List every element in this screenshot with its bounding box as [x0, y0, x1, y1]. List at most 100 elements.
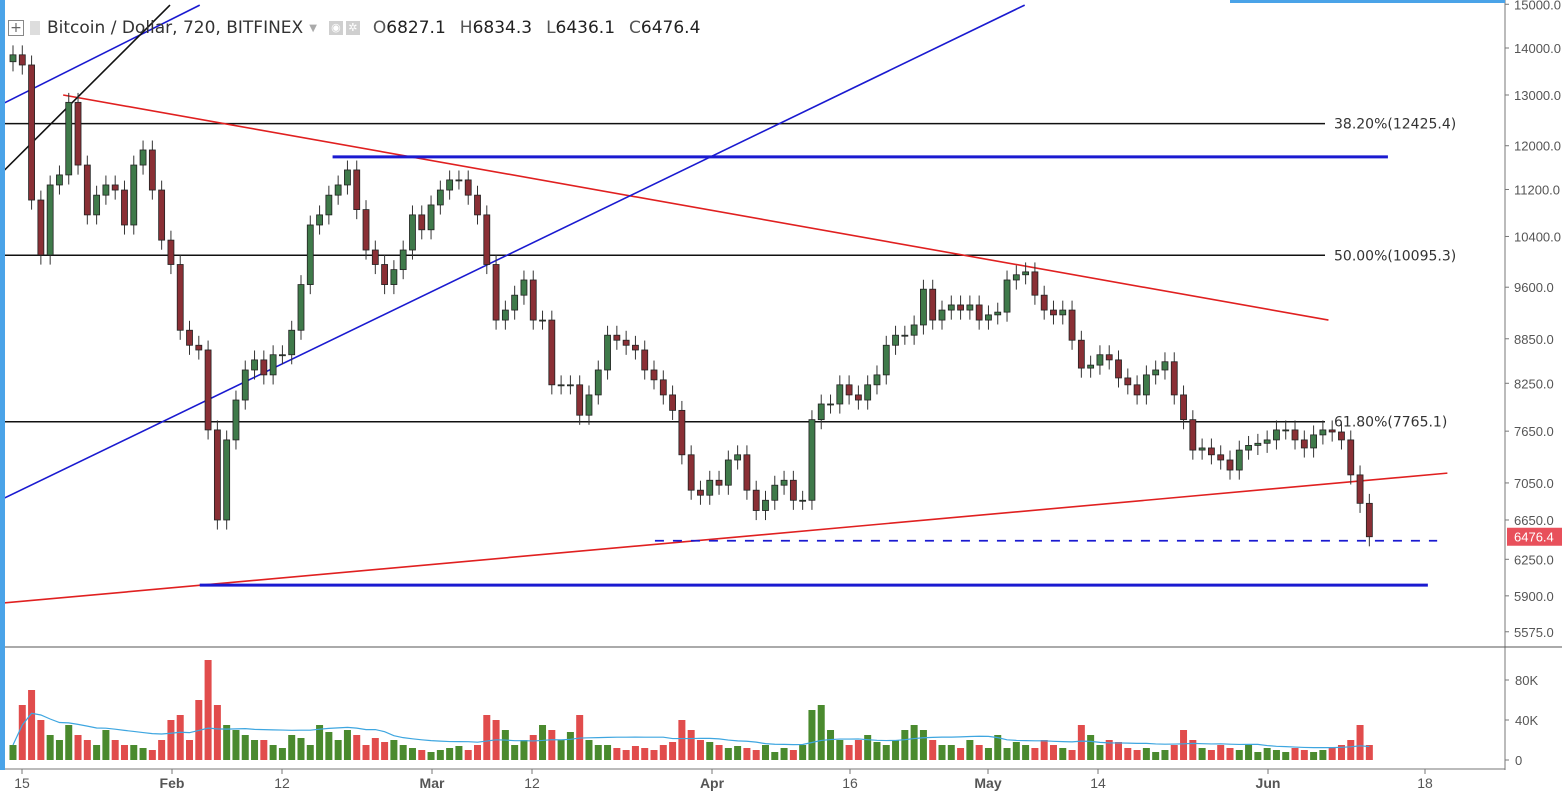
volume-bar: [455, 746, 463, 760]
candle: [74, 92, 82, 175]
ohlc-close: C6476.4: [629, 18, 700, 38]
candle: [1273, 420, 1280, 450]
candle: [1291, 420, 1299, 450]
candle-body: [678, 409, 686, 456]
volume-bar: [1087, 735, 1095, 760]
candle-body: [845, 384, 853, 396]
blue-upper-channel-line[interactable]: [5, 4, 201, 104]
candle: [539, 310, 546, 330]
candle-body: [1096, 354, 1104, 366]
volume-bar: [566, 732, 574, 760]
volume-bar: [1254, 752, 1262, 760]
candle-body: [37, 199, 45, 256]
price-tick-label: 13000.0: [1514, 88, 1561, 103]
candle: [232, 390, 240, 450]
volume-moving-average-line: [12, 712, 1370, 749]
candle-body: [641, 349, 649, 371]
candle-body: [455, 179, 463, 182]
candle: [771, 475, 779, 510]
candle: [1133, 375, 1141, 405]
candle: [947, 295, 955, 320]
volume-bar: [418, 750, 426, 760]
candle-body: [1254, 442, 1262, 446]
candle-body: [464, 179, 472, 196]
symbol-title[interactable]: Bitcoin / Dollar, 720, BITFINEX: [47, 18, 304, 38]
candle-body: [1059, 309, 1067, 316]
red-descending-trendline[interactable]: [63, 94, 1329, 321]
candle-body: [669, 394, 676, 411]
volume-bar: [1198, 748, 1206, 760]
candle: [650, 360, 658, 390]
candle: [1152, 360, 1160, 385]
candle: [511, 285, 519, 320]
candle: [882, 335, 890, 385]
last-price-label: 6476.4: [1514, 530, 1554, 545]
candle: [1142, 365, 1150, 405]
volume-bar: [55, 740, 63, 760]
candle-body: [46, 184, 54, 256]
candle-body: [1012, 274, 1020, 281]
add-compare-icon[interactable]: +: [8, 20, 24, 36]
settings-gear-icon[interactable]: ✲: [345, 21, 360, 35]
volume-bar: [390, 740, 398, 760]
volume-bar: [947, 745, 955, 760]
candle-body: [1208, 447, 1215, 456]
candle-body: [567, 384, 574, 387]
volume-bar: [102, 730, 110, 760]
candle: [399, 240, 407, 280]
drawings-layer: 38.20%(12425.4) 50.00%(10095.3) 61.80%(776…: [5, 4, 1456, 604]
volume-bar: [1347, 740, 1355, 760]
volume-bar: [1077, 725, 1085, 760]
candle: [176, 255, 184, 340]
candle: [1338, 422, 1345, 450]
candle: [409, 205, 416, 260]
candle-body: [446, 179, 454, 191]
candle-body: [381, 264, 389, 285]
blue-ascending-channel-line[interactable]: [5, 4, 1026, 499]
red-ascending-trendline[interactable]: [5, 472, 1448, 604]
visibility-icon[interactable]: ◉: [328, 21, 343, 35]
dropdown-caret-icon[interactable]: ▼: [309, 22, 317, 34]
candle-body: [325, 194, 333, 216]
candle-body: [1115, 359, 1122, 379]
volume-bar: [241, 735, 249, 760]
candle-body: [297, 284, 305, 331]
candle-body: [306, 224, 314, 285]
candle-body: [1235, 449, 1243, 471]
candle-body: [957, 304, 964, 311]
volume-bar: [724, 748, 732, 760]
volume-bar: [93, 745, 101, 760]
ohlc-key: H: [459, 18, 473, 38]
candle: [371, 240, 379, 275]
volume-bar: [957, 748, 965, 760]
volume-bar: [1235, 750, 1243, 760]
candle-body: [799, 499, 807, 502]
candle: [901, 325, 909, 345]
candle: [1254, 433, 1262, 455]
volume-bar: [1152, 752, 1160, 760]
price-tick-label: 6650.0: [1514, 513, 1554, 528]
symbol-flag-icon[interactable]: [30, 21, 40, 35]
volume-bar: [845, 745, 853, 760]
volume-bar: [297, 738, 305, 760]
candle-body: [715, 479, 723, 486]
volume-bar: [65, 725, 73, 760]
volume-bar: [669, 742, 677, 760]
candle: [195, 335, 203, 360]
candle: [520, 270, 528, 305]
candle-body: [864, 384, 872, 401]
candle-body: [697, 489, 704, 496]
volume-bar: [594, 745, 602, 760]
candle: [251, 350, 258, 380]
volume-bar: [74, 735, 82, 760]
candle-body: [148, 149, 156, 191]
volume-bar: [1282, 752, 1290, 760]
candle: [548, 310, 556, 395]
candle: [1087, 355, 1095, 378]
candle: [1180, 385, 1187, 430]
candle: [1012, 265, 1020, 290]
fib-level-label: 38.20%(12425.4): [1334, 117, 1456, 133]
volume-bar: [1365, 745, 1373, 760]
volume-bar: [232, 730, 240, 760]
